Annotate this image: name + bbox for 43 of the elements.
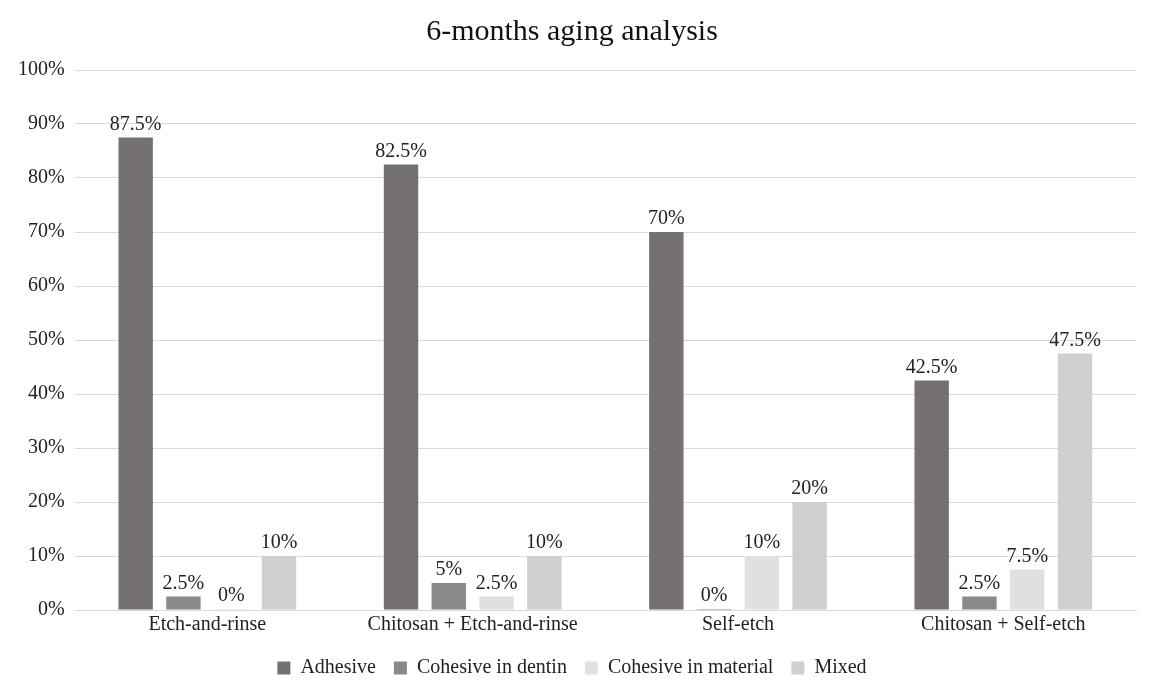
data-label: 10% [260,530,298,553]
data-label: 47.5% [1049,327,1101,350]
bar [383,164,419,610]
bar [649,232,684,610]
x-tick-label: Self-etch [701,612,775,635]
x-tick-label: Chitosan + Self-etch [921,612,1086,635]
bar [962,596,997,610]
data-label: 5% [435,557,463,580]
y-tick-label: 40% [27,381,65,404]
x-tick-label: Etch-and-rinse [148,612,267,635]
data-label: 42.5% [905,354,958,377]
data-label: 10% [743,530,781,553]
y-tick-label: 10% [27,543,65,566]
data-label: 70% [648,206,685,229]
data-label: 7.5% [1006,543,1049,566]
data-label: 82.5% [375,138,427,161]
bar [914,380,949,610]
bar [166,596,201,610]
legend-label: Mixed [814,655,867,678]
data-label: 87.5% [109,111,162,134]
y-tick-label: 70% [27,219,65,242]
y-tick-label: 100% [17,57,65,80]
y-tick-label: 30% [27,435,65,458]
legend-label: Cohesive in material [607,655,774,678]
data-label: 20% [791,476,828,499]
data-label: 0% [700,583,728,606]
y-tick-label: 80% [27,165,65,188]
y-tick-label: 50% [27,327,65,350]
x-tick-label: Chitosan + Etch-and-rinse [367,612,578,635]
legend-label: Cohesive in dentin [416,655,567,678]
chart-title: 6-months aging analysis [426,12,718,46]
data-label: 10% [525,530,563,553]
legend-label: Adhesive [300,655,377,678]
y-tick-label: 90% [27,111,65,134]
data-label: 2.5% [475,570,518,593]
data-label: 2.5% [958,570,1001,593]
data-label: 2.5% [162,570,205,593]
bar [118,137,153,610]
data-label: 0% [217,583,245,606]
y-tick-label: 0% [37,597,65,620]
y-tick-label: 60% [27,273,65,296]
y-tick-label: 20% [27,489,65,512]
bar [431,583,466,610]
